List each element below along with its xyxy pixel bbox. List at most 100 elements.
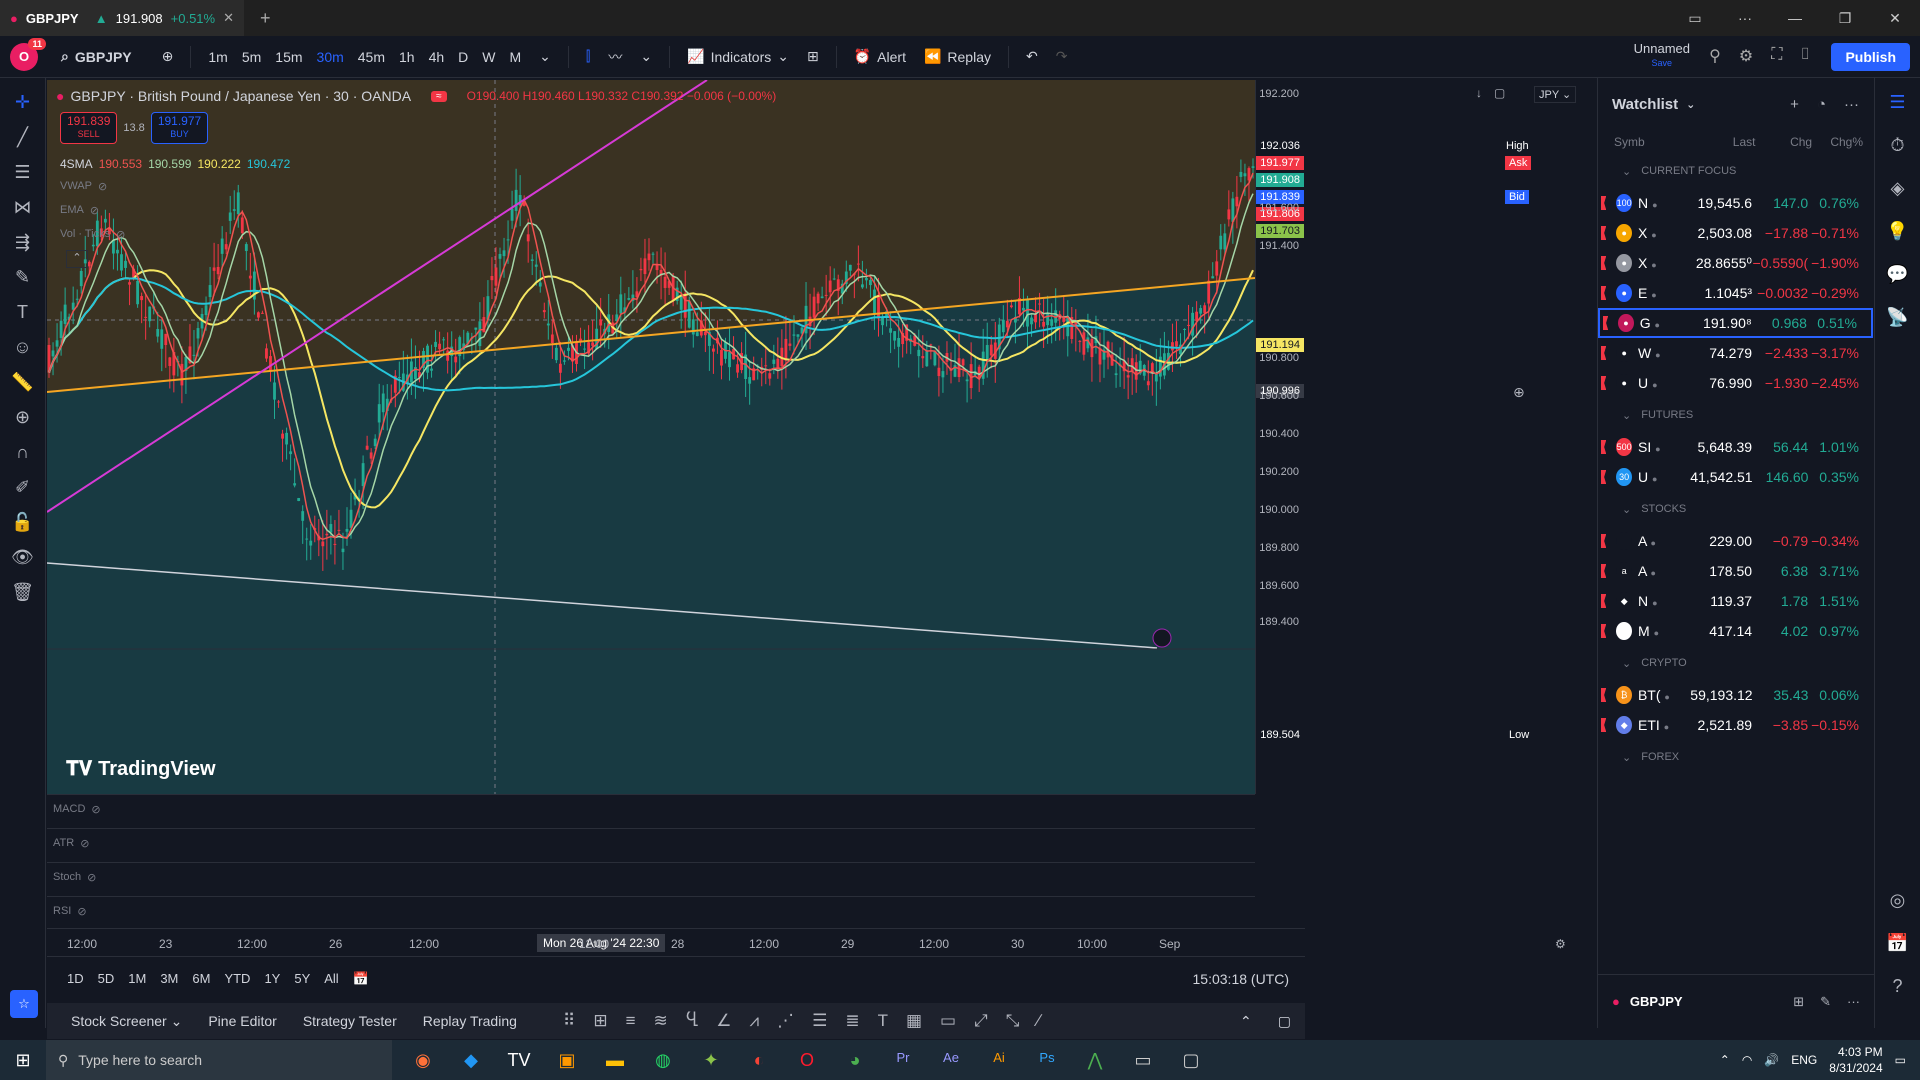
premiere-icon[interactable]: Pr <box>896 1049 910 1065</box>
pane-atr[interactable]: ATR ⊘ <box>47 828 1255 862</box>
watchlist-row[interactable]: ● E ● 1.1045³ −0.0032 −0.29% <box>1598 278 1873 308</box>
watchlist-section[interactable]: ⌄ STOCKS <box>1598 492 1873 526</box>
tab-replay-trading[interactable]: Replay Trading <box>422 1013 517 1029</box>
calendar-icon[interactable]: 📅 <box>1886 933 1909 953</box>
emoji-icon[interactable]: ☺ <box>13 337 32 357</box>
app-red-icon[interactable]: ◐ <box>753 1049 765 1070</box>
zoom-in-icon[interactable]: ⊕ <box>14 407 31 427</box>
pane-stoch[interactable]: Stoch ⊘ <box>47 862 1255 896</box>
range-1d[interactable]: 1D <box>67 971 84 986</box>
broadcast-icon[interactable]: 📡 <box>1886 307 1909 327</box>
watchlist-section[interactable]: ⌄ FOREX <box>1598 740 1873 774</box>
fullscreen-icon[interactable]: ⛶ <box>1771 46 1783 63</box>
interval-dropdown-icon[interactable]: ⌄ <box>539 48 551 64</box>
publish-button[interactable]: Publish <box>1831 43 1910 71</box>
tab-strategy-tester[interactable]: Strategy Tester <box>302 1013 397 1029</box>
undo-icon[interactable]: ↶ <box>1026 48 1038 64</box>
interval-15m[interactable]: 15m <box>275 48 303 65</box>
file-explorer-icon[interactable]: ▬ <box>606 1049 624 1070</box>
add-symbol-icon[interactable]: + <box>1790 95 1799 113</box>
forecast-icon[interactable]: ⇶ <box>14 232 31 252</box>
col-chg[interactable]: Chg <box>1790 135 1813 149</box>
time-scale[interactable]: Mon 26 Aug '24 22:30 ⚙ 12:00 23 12:00 26 12:… <box>47 928 1566 956</box>
sublime-icon[interactable]: ▣ <box>558 1049 576 1070</box>
camera-snapshot-icon[interactable]: ⌷ <box>1800 46 1810 63</box>
watchlist-row[interactable]: a A ● 178.50 6.38 3.71% <box>1598 556 1873 586</box>
replay-marker-icon[interactable] <box>1152 628 1172 648</box>
watchlist-section[interactable]: ⌄ CRYPTO <box>1598 646 1873 680</box>
flag-marker-icon[interactable] <box>1601 688 1607 702</box>
close-tab-icon[interactable]: ✕ <box>223 10 234 25</box>
favorites-star-icon[interactable]: ☆ <box>10 990 38 1018</box>
interval-d[interactable]: D <box>458 48 469 65</box>
more-options-icon[interactable]: ··· <box>1844 95 1859 113</box>
flag-marker-icon[interactable] <box>1601 594 1607 608</box>
utc-clock[interactable]: 15:03:18 (UTC) <box>1192 971 1289 987</box>
line-chart-icon[interactable]: 〰 <box>608 48 623 65</box>
ruler-icon[interactable]: 📏 <box>11 372 34 392</box>
illustrator-icon[interactable]: Ai <box>993 1049 1005 1065</box>
interval-w[interactable]: W <box>482 48 496 65</box>
tray-chevron-icon[interactable]: ⌃ <box>1719 1053 1730 1067</box>
channel-icon[interactable]: ≋ <box>653 1011 668 1030</box>
text-icon[interactable]: T <box>877 1011 888 1030</box>
flag-marker-icon[interactable] <box>1601 346 1607 360</box>
flag-marker-icon[interactable] <box>1601 440 1607 454</box>
edit-icon[interactable]: ✎ <box>1820 993 1831 1009</box>
maximize-panel-icon[interactable]: ▢ <box>1277 1012 1291 1029</box>
collapse-legend-icon[interactable]: ⌃ <box>66 250 88 268</box>
col-last[interactable]: Last <box>1732 135 1756 149</box>
range-ytd[interactable]: YTD <box>224 971 251 986</box>
flag-marker-icon[interactable] <box>1601 624 1607 638</box>
trash-icon[interactable]: 🗑 <box>11 582 34 602</box>
range-1m[interactable]: 1M <box>128 971 147 986</box>
watchlist-section[interactable]: ⌄ CURRENT FOCUS <box>1598 154 1873 188</box>
price-chart[interactable] <box>47 80 1255 794</box>
cast-icon[interactable]: ▭ <box>1688 9 1702 26</box>
pane-rsi[interactable]: RSI ⊘ <box>47 896 1255 930</box>
trendline-icon[interactable]: ╱ <box>17 127 28 147</box>
replay-button[interactable]: ⏪ Replay <box>917 44 998 69</box>
add-alert-plus-icon[interactable]: ⊕ <box>1513 384 1525 400</box>
crosshair-icon[interactable]: ✛ <box>14 92 31 112</box>
after-effects-icon[interactable]: Ae <box>943 1049 959 1065</box>
settings-gear-icon[interactable]: ⚙ <box>1555 937 1566 951</box>
chat-icon[interactable]: 💬 <box>1886 264 1909 284</box>
interval-45m[interactable]: 45m <box>357 48 385 65</box>
interval-m[interactable]: M <box>509 48 522 65</box>
layout-name-button[interactable]: Unnamed Save <box>1634 42 1690 70</box>
browser-tab[interactable]: ● GBPJPY ▲ 191.908 +0.51% ✕ <box>0 0 244 36</box>
sma-legend[interactable]: 4SMA 190.553 190.599 190.222 190.472 <box>60 157 290 171</box>
currency-select[interactable]: JPY ⌄ <box>1534 86 1577 103</box>
quick-search-icon[interactable]: ⚲ <box>1709 48 1721 65</box>
watchlist-icon[interactable]: ☰ <box>1889 92 1906 112</box>
range-5y[interactable]: 5Y <box>294 971 311 986</box>
legend-toggle-icon[interactable]: ≈ <box>431 90 447 102</box>
go-to-date-icon[interactable]: 📅 <box>352 970 369 986</box>
language-indicator[interactable]: ENG <box>1791 1053 1818 1067</box>
brush-icon[interactable]: ✎ <box>14 267 31 287</box>
magnet-icon[interactable]: ∩ <box>16 442 29 462</box>
taskbar-search[interactable]: ⚲ Type here to search <box>46 1040 392 1080</box>
settings-gear-icon[interactable]: ⚙ <box>1738 48 1754 65</box>
sell-button[interactable]: 191.839 SELL <box>60 112 118 144</box>
grid-icon[interactable]: ▦ <box>905 1011 923 1030</box>
tab-stock-screener[interactable]: Stock Screener ⌄ <box>71 1012 183 1029</box>
pane-macd[interactable]: MACD ⊘ <box>47 794 1255 828</box>
gann-icon[interactable]: ⋰ <box>777 1011 795 1030</box>
hidden-indicator-volume[interactable]: Vol · Ticks ⊘ <box>60 228 125 241</box>
network-icon[interactable]: ◠ <box>1741 1053 1753 1067</box>
watchlist-row[interactable]: ● X ● 2,503.08 −17.88 −0.71% <box>1598 218 1873 248</box>
watchlist-row[interactable]: ₿ BT( ● 59,193.12 35.43 0.06% <box>1598 680 1873 710</box>
anydesk-icon[interactable]: ✦ <box>703 1049 719 1070</box>
vscode-icon[interactable]: ◆ <box>464 1049 478 1070</box>
flag-marker-icon[interactable] <box>1601 564 1607 578</box>
symbol-title[interactable]: GBPJPY · British Pound / Japanese Yen · … <box>70 88 412 104</box>
watchlist-settings-icon[interactable]: ◔ <box>1816 95 1826 113</box>
flag-marker-icon[interactable] <box>1601 226 1607 240</box>
chrome-icon[interactable]: ◕ <box>849 1049 861 1070</box>
drag-handle-icon[interactable]: ⠿ <box>562 1011 576 1030</box>
crosshair-tool-icon[interactable]: ⊞ <box>593 1011 608 1030</box>
fan-icon[interactable]: ⩘ <box>749 1011 760 1030</box>
watchlist-row[interactable]: ■ M ● 417.14 4.02 0.97% <box>1598 616 1873 646</box>
